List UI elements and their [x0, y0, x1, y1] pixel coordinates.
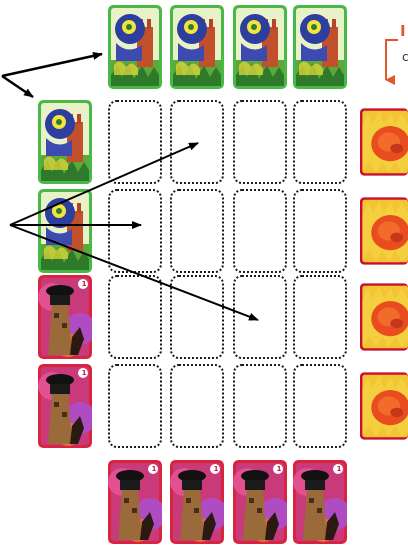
- note-pointer-arrow-icon: [385, 39, 398, 85]
- grid-slot-r1-c4[interactable]: [293, 100, 347, 184]
- grid-slot-r2-c3[interactable]: [233, 189, 287, 273]
- left-tower-card-1[interactable]: 1: [38, 275, 92, 359]
- grid-slot-r1-c2[interactable]: [170, 100, 224, 184]
- annotation-letter: I: [400, 22, 406, 40]
- tower-badge: 1: [151, 465, 157, 473]
- arrow-to-row-one-icon: [9, 142, 199, 226]
- tower-badge: 1: [81, 369, 87, 377]
- grid-slot-r1-c1[interactable]: [108, 100, 162, 184]
- tower-badge: 1: [336, 465, 342, 473]
- annotation-tail: c: [402, 50, 408, 64]
- grid-slot-r3-c4[interactable]: [293, 275, 347, 359]
- tower-badge: 1: [276, 465, 282, 473]
- grid-slot-r3-c2[interactable]: [170, 275, 224, 359]
- grid-slot-r4-c1[interactable]: [108, 364, 162, 448]
- grid-slot-r2-c2[interactable]: [170, 189, 224, 273]
- arrow-to-left-column-icon: [1, 74, 34, 99]
- tower-badge: 1: [213, 465, 219, 473]
- bottom-tower-card-3[interactable]: 1: [233, 460, 287, 544]
- grid-slot-r4-c4[interactable]: [293, 364, 347, 448]
- grid-slot-r4-c3[interactable]: [233, 364, 287, 448]
- bottom-tower-card-1[interactable]: 1: [108, 460, 162, 544]
- grid-slot-r1-c3[interactable]: [233, 100, 287, 184]
- tower-badge: 1: [81, 280, 87, 288]
- bottom-tower-card-2[interactable]: 1: [170, 460, 224, 544]
- bottom-tower-card-4[interactable]: 1: [293, 460, 347, 544]
- arrow-to-row-three-icon: [9, 224, 259, 321]
- arrow-to-top-row-icon: [1, 52, 103, 78]
- grid-slot-r3-c3[interactable]: [233, 275, 287, 359]
- grid-slot-r2-c4[interactable]: [293, 189, 347, 273]
- grid-slot-r4-c2[interactable]: [170, 364, 224, 448]
- grid-slot-r3-c1[interactable]: [108, 275, 162, 359]
- left-tower-card-2[interactable]: 1: [38, 364, 92, 448]
